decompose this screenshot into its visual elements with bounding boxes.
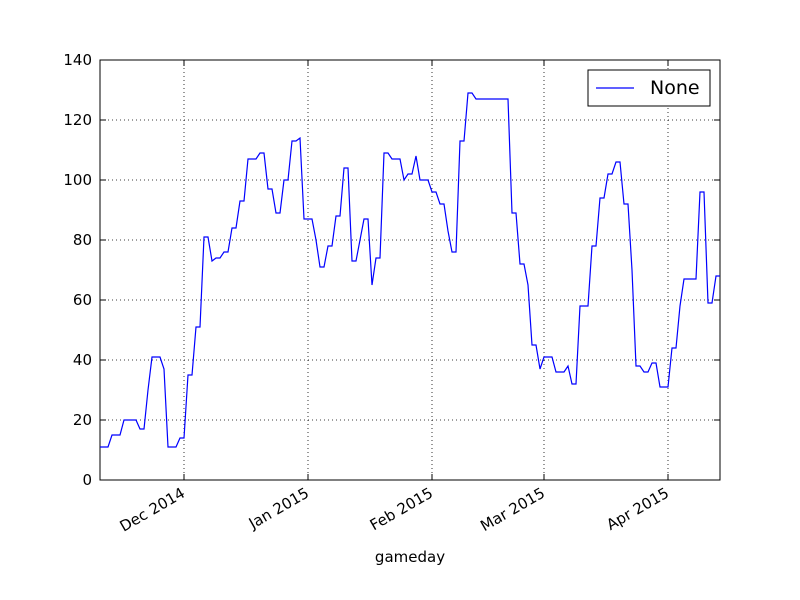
legend-label: None bbox=[650, 77, 700, 99]
y-tick-label: 140 bbox=[63, 51, 92, 69]
plot-frame bbox=[99, 59, 721, 481]
y-tick-label: 100 bbox=[63, 171, 92, 189]
y-tick-label: 40 bbox=[73, 351, 92, 369]
y-tick-label: 80 bbox=[73, 231, 92, 249]
x-tick-label: Dec 2014 bbox=[117, 484, 188, 536]
y-tick-label: 0 bbox=[82, 471, 92, 489]
data-line bbox=[100, 92, 720, 448]
x-tick-label: Apr 2015 bbox=[603, 484, 672, 534]
x-tick-label: Feb 2015 bbox=[367, 484, 436, 534]
y-tick-label: 20 bbox=[73, 411, 92, 429]
x-tick-label: Jan 2015 bbox=[245, 484, 312, 533]
x-tick-label: Mar 2015 bbox=[477, 484, 548, 535]
y-tick-label: 120 bbox=[63, 111, 92, 129]
y-tick-label: 60 bbox=[73, 291, 92, 309]
x-axis-label: gameday bbox=[375, 548, 445, 566]
